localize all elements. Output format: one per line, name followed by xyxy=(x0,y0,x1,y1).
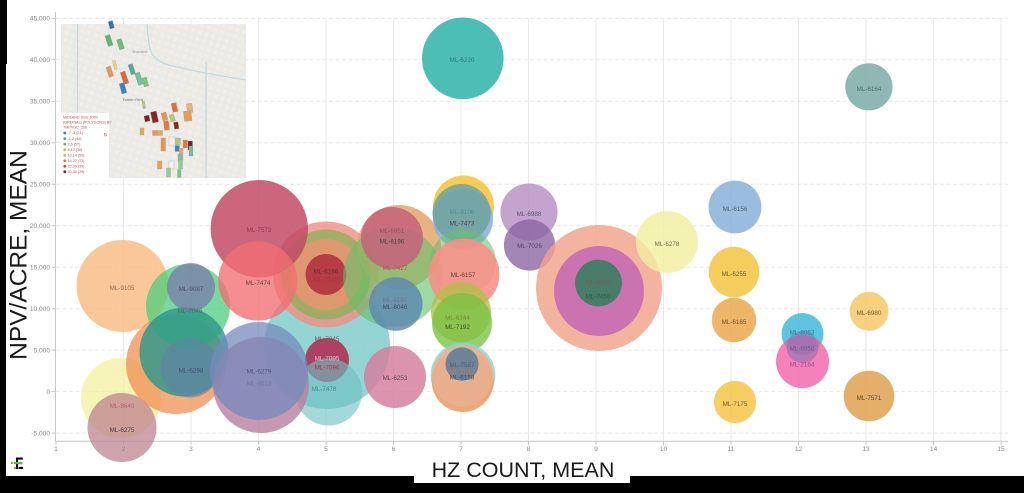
svg-text:9: 9 xyxy=(594,446,598,453)
svg-text:ML-6158: ML-6158 xyxy=(450,375,475,382)
svg-text:ML-6279: ML-6279 xyxy=(247,369,272,376)
svg-text:1: 1 xyxy=(54,446,58,453)
svg-text:0: 0 xyxy=(46,389,50,396)
svg-text:6: 6 xyxy=(392,446,396,453)
svg-text:3: 3 xyxy=(189,446,193,453)
svg-text:10: 10 xyxy=(660,446,668,453)
svg-text:ML-6298: ML-6298 xyxy=(179,368,204,375)
svg-text:ML-6164: ML-6164 xyxy=(857,86,882,93)
svg-text:ML-6253: ML-6253 xyxy=(383,375,408,382)
svg-text:ML-6278: ML-6278 xyxy=(655,241,680,248)
svg-text:Eastern Rank: Eastern Rank xyxy=(123,98,144,102)
svg-text:↻: ↻ xyxy=(104,133,108,139)
svg-text:15: 15 xyxy=(997,446,1005,453)
svg-text:ML-7045: ML-7045 xyxy=(450,369,475,376)
svg-text:ML-7192: ML-7192 xyxy=(445,324,470,331)
svg-text:ML-6179: ML-6179 xyxy=(586,286,611,293)
svg-text:ML-7587: ML-7587 xyxy=(450,362,475,369)
svg-text:5,000: 5,000 xyxy=(33,347,50,354)
svg-text:7: 7 xyxy=(459,446,463,453)
svg-text:ML-9105: ML-9105 xyxy=(110,285,135,292)
svg-text:10,000: 10,000 xyxy=(30,306,51,313)
svg-text:-1,2 (40): -1,2 (40) xyxy=(68,137,82,141)
svg-text:ML-9087: ML-9087 xyxy=(179,286,204,293)
svg-text:5: 5 xyxy=(324,446,328,453)
svg-text:4: 4 xyxy=(257,446,261,453)
svg-text:ML-6196: ML-6196 xyxy=(380,239,405,246)
svg-text:ML-8640: ML-8640 xyxy=(110,403,135,410)
svg-text:ML-6197: ML-6197 xyxy=(383,297,408,304)
svg-text:15,000: 15,000 xyxy=(30,265,51,272)
svg-text:2: 2 xyxy=(122,446,126,453)
svg-text:ML-7026: ML-7026 xyxy=(517,243,542,250)
svg-text:ML-7096: ML-7096 xyxy=(315,365,340,372)
svg-text:ML-6950: ML-6950 xyxy=(790,346,815,353)
svg-text:NPV/ACRE, MEAN: NPV/ACRE, MEAN xyxy=(6,150,33,360)
svg-text:6,10 (36): 6,10 (36) xyxy=(68,148,83,152)
svg-text:13: 13 xyxy=(862,446,870,453)
svg-text:-7,-1 (21): -7,-1 (21) xyxy=(68,131,83,135)
svg-text:ML-7573: ML-7573 xyxy=(247,227,272,234)
svg-text:ML-7095: ML-7095 xyxy=(315,356,340,363)
svg-text:ML-7046: ML-7046 xyxy=(178,308,203,315)
svg-text:ML-6166: ML-6166 xyxy=(314,269,339,276)
svg-text:12: 12 xyxy=(795,446,803,453)
svg-text:TMPVGC_200: TMPVGC_200 xyxy=(63,126,87,130)
svg-text:25,000: 25,000 xyxy=(30,182,51,189)
svg-text:20,000: 20,000 xyxy=(30,223,51,230)
svg-text:30,000: 30,000 xyxy=(30,140,51,147)
svg-text:ML-7571: ML-7571 xyxy=(857,395,882,402)
svg-text:ML-7175: ML-7175 xyxy=(723,401,748,408)
svg-text:(ORDINAL) (POLYGONS) BY: (ORDINAL) (POLYGONS) BY xyxy=(63,121,112,125)
svg-text:ML-7045: ML-7045 xyxy=(315,336,340,343)
svg-text:ML-8106: ML-8106 xyxy=(450,209,475,216)
svg-text:35,000: 35,000 xyxy=(30,99,51,106)
svg-text:MIDLAND DSU JOIN: MIDLAND DSU JOIN xyxy=(63,116,98,120)
svg-text:14,22 (73): 14,22 (73) xyxy=(68,159,85,163)
svg-text:ML-6988: ML-6988 xyxy=(517,211,542,218)
svg-text:ML-7427: ML-7427 xyxy=(383,265,408,272)
svg-text:8: 8 xyxy=(527,446,531,453)
svg-text:ML-8613: ML-8613 xyxy=(247,381,272,388)
svg-text:22,30 (39): 22,30 (39) xyxy=(68,165,85,169)
svg-text:ML-8063: ML-8063 xyxy=(790,330,815,337)
svg-text:ML-7459: ML-7459 xyxy=(586,294,611,301)
svg-text:2,6 (57): 2,6 (57) xyxy=(68,142,81,146)
svg-text:ML-6220: ML-6220 xyxy=(450,57,475,64)
svg-text:ML-6255: ML-6255 xyxy=(722,271,747,278)
svg-text:ML-7473: ML-7473 xyxy=(450,221,475,228)
svg-text:ML-6165: ML-6165 xyxy=(722,319,747,326)
svg-text:40,000: 40,000 xyxy=(30,57,51,64)
svg-text:ML-6980: ML-6980 xyxy=(857,310,882,317)
svg-text:ML-6244: ML-6244 xyxy=(445,315,470,322)
svg-text:11: 11 xyxy=(728,446,735,453)
svg-text:10,14 (50): 10,14 (50) xyxy=(68,153,85,157)
svg-text:ML-7585: ML-7585 xyxy=(314,277,339,284)
svg-text:ML-6275: ML-6275 xyxy=(110,427,135,434)
svg-text:ML-8046: ML-8046 xyxy=(383,304,408,311)
svg-text:30,44 (29): 30,44 (29) xyxy=(68,170,85,174)
svg-text:ML-2164: ML-2164 xyxy=(790,362,815,369)
svg-text:ML-6951: ML-6951 xyxy=(380,228,405,235)
svg-text:Brownfield: Brownfield xyxy=(133,50,148,54)
svg-text:ML-6157: ML-6157 xyxy=(451,272,476,279)
svg-text:ML-6283: ML-6283 xyxy=(586,279,611,286)
svg-text:ML-7478: ML-7478 xyxy=(312,386,337,393)
svg-text:ML-6156: ML-6156 xyxy=(723,206,748,213)
svg-text:HZ COUNT, MEAN: HZ COUNT, MEAN xyxy=(432,458,615,482)
svg-text:45,000: 45,000 xyxy=(30,16,51,23)
svg-text:ML-7474: ML-7474 xyxy=(246,280,271,287)
svg-text:-5,000: -5,000 xyxy=(31,430,50,437)
svg-text:14: 14 xyxy=(930,446,938,453)
